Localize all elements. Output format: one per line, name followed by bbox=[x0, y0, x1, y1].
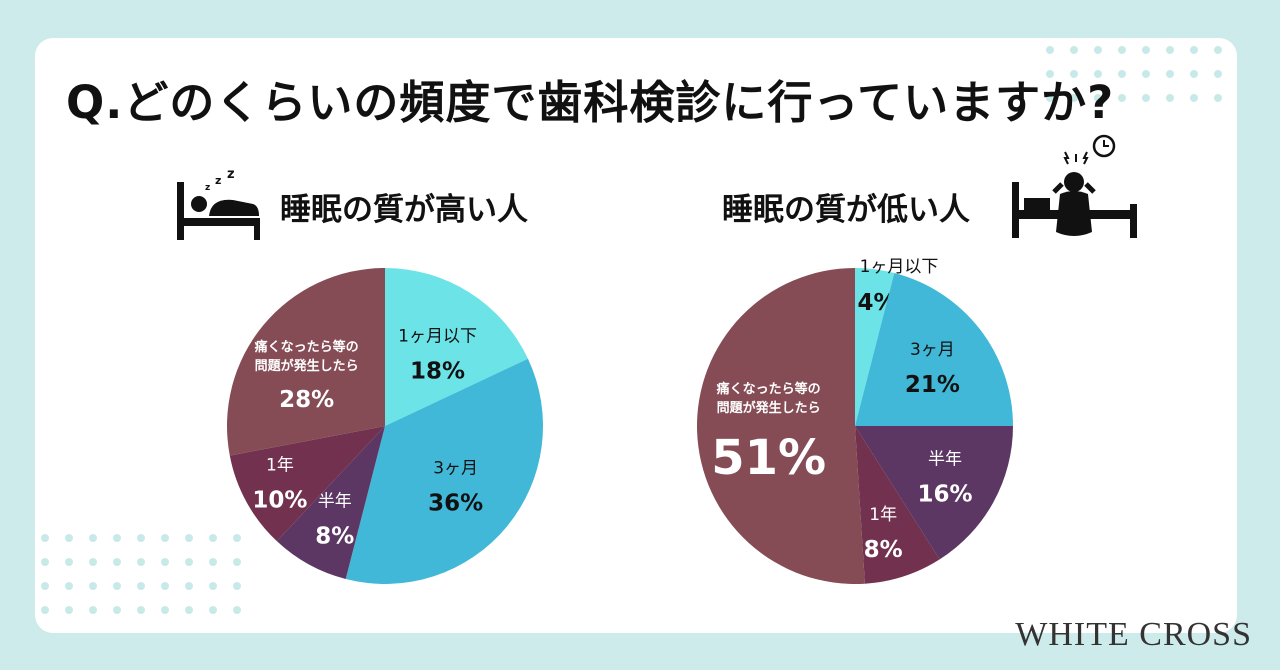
slice-label-within-1-month: 1ヶ月以下 bbox=[860, 257, 939, 277]
pie-slice-3-months bbox=[855, 272, 1013, 426]
right-chart-heading: 睡眠の質が低い人 bbox=[722, 192, 970, 228]
pie-low-sleep-quality: 1ヶ月以下4%3ヶ月21%半年16%1年8%痛くなったら等の問題が発生したら51… bbox=[697, 257, 1013, 584]
slice-label-when-problem-line-2: 問題が発生したら bbox=[255, 358, 359, 374]
slice-value-1-year: 8% bbox=[864, 537, 903, 563]
content-card bbox=[35, 38, 1237, 633]
slice-label-when-problem-line-1: 痛くなったら等の bbox=[716, 381, 821, 397]
slice-label-when-problem-line-2: 問題が発生したら bbox=[717, 400, 821, 416]
slice-label-half-year: 半年 bbox=[928, 449, 962, 469]
slice-label-3-months: 3ヶ月 bbox=[910, 340, 955, 360]
slice-value-within-1-month: 18% bbox=[410, 359, 465, 385]
slice-label-when-problem-line-1: 痛くなったら等の bbox=[254, 339, 359, 355]
slice-label-half-year: 半年 bbox=[318, 491, 352, 511]
pie-slice-half-year bbox=[855, 426, 1013, 560]
svg-text:z: z bbox=[227, 168, 235, 182]
slice-value-when-problem: 51% bbox=[711, 430, 826, 486]
pie-slice-half-year bbox=[276, 426, 385, 580]
pie-slice-3-months bbox=[345, 358, 543, 584]
brand-logo: WHITE CROSS bbox=[1015, 616, 1252, 653]
slice-value-when-problem: 28% bbox=[279, 387, 334, 413]
slice-label-1-year: 1年 bbox=[869, 505, 897, 525]
dot-pattern-top-right bbox=[1046, 46, 1222, 102]
slice-value-3-months: 21% bbox=[905, 372, 960, 398]
slice-label-3-months: 3ヶ月 bbox=[433, 458, 478, 478]
svg-text:z: z bbox=[215, 174, 221, 187]
slice-value-1-year: 10% bbox=[252, 488, 307, 514]
pie-slice-when-problem bbox=[697, 268, 865, 584]
page-title: Q.どのくらいの頻度で歯科検診に行っていますか? bbox=[66, 76, 1115, 129]
slice-value-3-months: 36% bbox=[428, 490, 483, 516]
distressed-awake-person-on-bed-icon bbox=[1012, 134, 1137, 238]
slice-label-within-1-month: 1ヶ月以下 bbox=[398, 327, 477, 347]
pie-slice-when-problem bbox=[226, 268, 385, 456]
pie-slice-1-year bbox=[229, 426, 385, 542]
sleeping-in-bed-icon: z z z bbox=[177, 168, 260, 240]
alarm-clock-icon bbox=[1092, 134, 1116, 158]
pie-slice-within-1-month bbox=[855, 268, 895, 426]
left-chart-heading: 睡眠の質が高い人 bbox=[280, 192, 528, 228]
svg-text:z: z bbox=[205, 183, 210, 193]
pie-slice-within-1-month bbox=[385, 268, 528, 426]
slice-value-half-year: 16% bbox=[917, 481, 972, 507]
pie-slice-1-year bbox=[855, 426, 940, 584]
slice-label-1-year: 1年 bbox=[266, 456, 294, 476]
dot-pattern-bottom-left bbox=[41, 534, 241, 614]
slice-value-half-year: 8% bbox=[315, 523, 354, 549]
